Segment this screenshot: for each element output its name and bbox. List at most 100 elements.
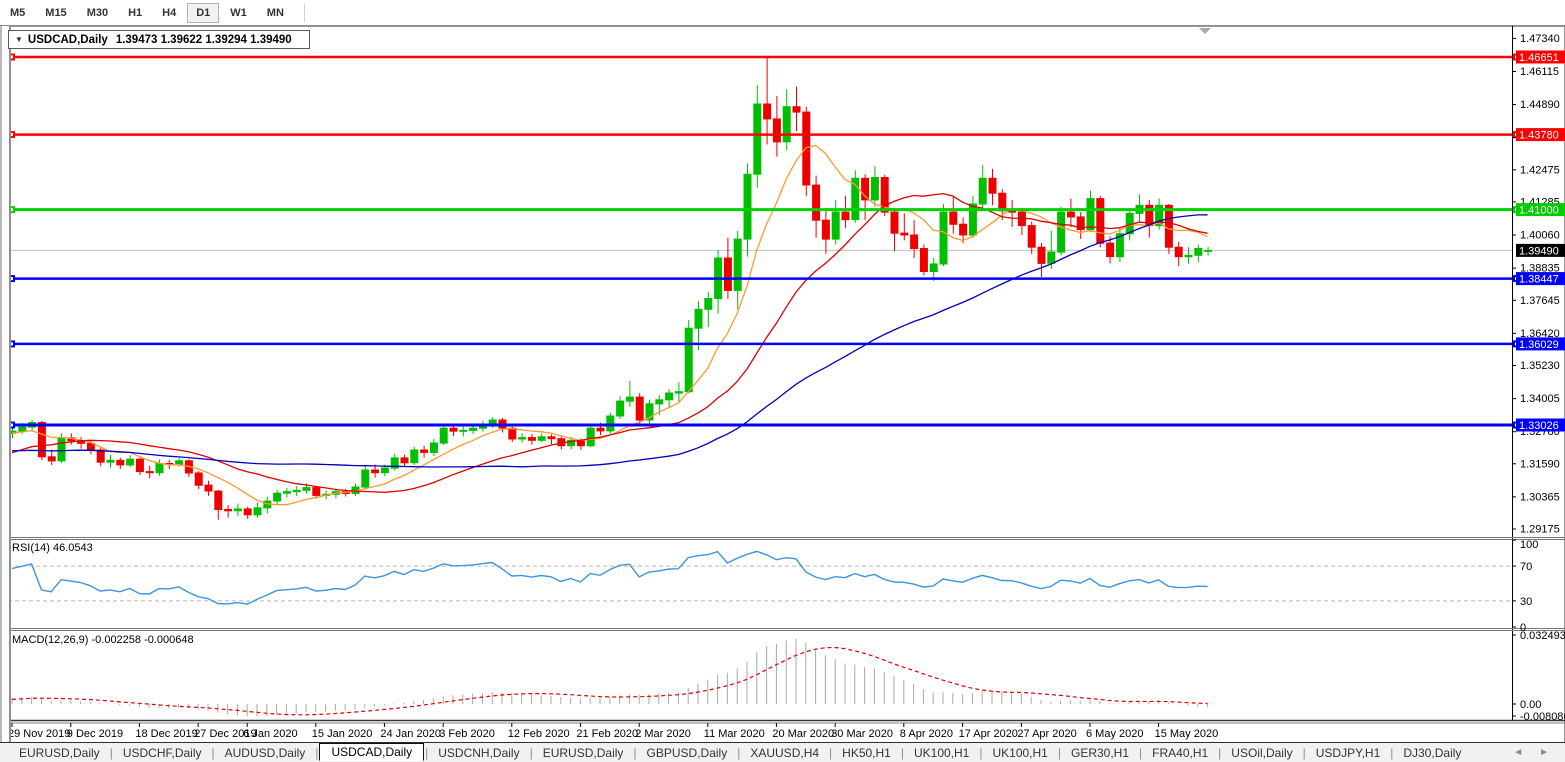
svg-text:30 Mar 2020: 30 Mar 2020 — [831, 728, 893, 740]
chart-tab-usdchf-daily[interactable]: USDCHF,Daily — [122, 745, 202, 760]
tab-divider: | — [315, 745, 319, 760]
timeframe-button-h1[interactable]: H1 — [128, 6, 143, 19]
svg-text:9 Dec 2019: 9 Dec 2019 — [67, 728, 123, 740]
chart-tab-bar: EURUSD,Daily | USDCHF,Daily | AUDUSD,Daily | U… — [0, 742, 1565, 762]
chart-tab-fra40-h1[interactable]: FRA40,H1 — [1152, 745, 1209, 760]
svg-text:1.38835: 1.38835 — [1520, 263, 1560, 275]
svg-text:1.44890: 1.44890 — [1520, 99, 1560, 111]
svg-text:1.29175: 1.29175 — [1520, 524, 1560, 536]
svg-text:0.032493: 0.032493 — [1520, 630, 1565, 642]
svg-text:1.34005: 1.34005 — [1520, 393, 1560, 405]
chart-tab-usdjpy-h1[interactable]: USDJPY,H1 — [1315, 745, 1381, 760]
chart-tab-gbpusd-daily[interactable]: GBPUSD,Daily — [646, 745, 728, 760]
svg-text:24 Jan 2020: 24 Jan 2020 — [380, 728, 441, 740]
timeframe-button-m30[interactable]: M30 — [86, 6, 109, 19]
svg-text:29 Nov 2019: 29 Nov 2019 — [8, 728, 70, 740]
tab-scroll-right-icon[interactable]: ► — [1539, 747, 1549, 758]
candles-layer — [8, 56, 1213, 520]
tab-divider: | — [425, 745, 429, 760]
toolbar-separator — [303, 3, 305, 22]
timeframe-button-m15[interactable]: M15 — [45, 6, 67, 19]
svg-text:20 Mar 2020: 20 Mar 2020 — [772, 728, 834, 740]
timeframe-toolbar: M5 M15 M30 H1 H4 D1 W1 MN — [0, 0, 1565, 25]
horizontal-line[interactable] — [8, 421, 1520, 429]
timeframe-button-mn[interactable]: MN — [266, 6, 284, 19]
svg-text:15 May 2020: 15 May 2020 — [1155, 728, 1219, 740]
chart-tab-ger30-h1[interactable]: GER30,H1 — [1070, 745, 1130, 760]
price-line-label: 1.33026 — [1516, 418, 1565, 432]
svg-text:27 Apr 2020: 27 Apr 2020 — [1017, 728, 1076, 740]
chart-title-box[interactable]: ▼ USDCAD,Daily 1.39473 1.39622 1.39294 1… — [8, 30, 310, 49]
tab-divider: | — [1139, 745, 1143, 760]
scroll-to-end-icon[interactable] — [1199, 28, 1211, 34]
svg-text:6 Jan 2020: 6 Jan 2020 — [243, 728, 297, 740]
tab-divider: | — [1218, 745, 1222, 760]
timeframe-button-h4[interactable]: H4 — [162, 6, 177, 19]
svg-text:15 Jan 2020: 15 Jan 2020 — [312, 728, 373, 740]
tab-divider: | — [737, 745, 741, 760]
chart-tab-audusd-daily[interactable]: AUDUSD,Daily — [224, 745, 306, 760]
macd-label: MACD(12,26,9) — [12, 634, 89, 646]
ma-line-8 — [11, 144, 1208, 506]
window-frame-edge — [0, 26, 11, 743]
chart-tab-dj30-daily[interactable]: DJ30,Daily — [1403, 745, 1462, 760]
ma-line-50 — [11, 214, 1208, 468]
ma-line-21 — [11, 192, 1208, 493]
chart-tab-usdcad-daily[interactable]: USDCAD,Daily — [319, 742, 425, 761]
timeframe-button-w1[interactable]: W1 — [230, 6, 247, 19]
svg-text:1.33026: 1.33026 — [1519, 420, 1559, 432]
rsi-indicator-header: RSI(14) 46.0543 — [12, 542, 93, 554]
tab-scroll-left-icon[interactable]: ◄ — [1513, 747, 1524, 758]
svg-text:1.46115: 1.46115 — [1520, 66, 1559, 78]
rsi-value: 46.0543 — [52, 542, 93, 554]
horizontal-line[interactable] — [8, 206, 1520, 214]
price-line-label: 1.46651 — [1516, 50, 1565, 64]
timeframe-button-m5[interactable]: M5 — [10, 6, 26, 19]
tab-divider: | — [829, 745, 833, 760]
chart-title-ohlc: 1.39473 1.39622 1.39294 1.39490 — [115, 33, 292, 46]
svg-text:1.37645: 1.37645 — [1520, 295, 1560, 307]
price-line-label: 1.38447 — [1516, 272, 1565, 286]
tab-divider: | — [1390, 745, 1394, 760]
tab-divider: | — [633, 745, 637, 760]
timeframe-button-d1[interactable]: D1 — [187, 2, 220, 23]
svg-text:0: 0 — [1520, 622, 1526, 634]
chart-window: 1.473401.461151.448901.436651.424751.412… — [0, 25, 1565, 743]
svg-text:100: 100 — [1520, 539, 1538, 551]
svg-text:6 May 2020: 6 May 2020 — [1086, 728, 1143, 740]
svg-text:12 Feb 2020: 12 Feb 2020 — [508, 728, 570, 740]
svg-text:30: 30 — [1520, 596, 1532, 608]
price-line-label: 1.41000 — [1516, 203, 1565, 217]
svg-text:1.30365: 1.30365 — [1520, 491, 1560, 503]
svg-text:1.47340: 1.47340 — [1520, 33, 1560, 45]
svg-text:1.35230: 1.35230 — [1520, 360, 1560, 372]
rsi-panel: 100 70 30 0 — [8, 539, 1538, 634]
chart-tab-usdcnh-daily[interactable]: USDCNH,Daily — [438, 745, 520, 760]
svg-text:1.36029: 1.36029 — [1519, 339, 1559, 351]
chart-tab-usoil-daily[interactable]: USOil,Daily — [1231, 745, 1293, 760]
chart-canvas[interactable]: 1.473401.461151.448901.436651.424751.412… — [7, 26, 1565, 743]
price-line-label: 1.43780 — [1516, 128, 1565, 142]
price-line-label: 1.39490 — [1516, 243, 1565, 257]
chart-tab-uk100-h1[interactable]: UK100,H1 — [992, 745, 1048, 760]
svg-text:1.46651: 1.46651 — [1519, 52, 1559, 64]
svg-text:27 Dec 2019: 27 Dec 2019 — [194, 728, 256, 740]
chart-tab-eurusd-daily[interactable]: EURUSD,Daily — [542, 745, 624, 760]
horizontal-line[interactable] — [8, 53, 1520, 61]
chart-tab-xauusd-h4[interactable]: XAUUSD,H4 — [750, 745, 820, 760]
horizontal-line[interactable] — [8, 275, 1520, 283]
tab-divider: | — [529, 745, 533, 760]
chart-tab-hk50-h1[interactable]: HK50,H1 — [842, 745, 891, 760]
horizontal-line[interactable] — [8, 131, 1520, 139]
chart-tab-uk100-h1[interactable]: UK100,H1 — [913, 745, 970, 760]
macd-signal-line — [11, 646, 1208, 716]
chevron-down-icon[interactable]: ▼ — [15, 35, 23, 44]
macd-values: -0.002258 -0.000648 — [91, 634, 194, 646]
svg-text:3 Feb 2020: 3 Feb 2020 — [439, 728, 495, 740]
svg-text:1.38447: 1.38447 — [1519, 274, 1559, 286]
chart-tab-eurusd-daily[interactable]: EURUSD,Daily — [19, 745, 100, 760]
chart-title-symbol: USDCAD,Daily — [27, 33, 108, 46]
svg-text:18 Dec 2019: 18 Dec 2019 — [135, 728, 197, 740]
